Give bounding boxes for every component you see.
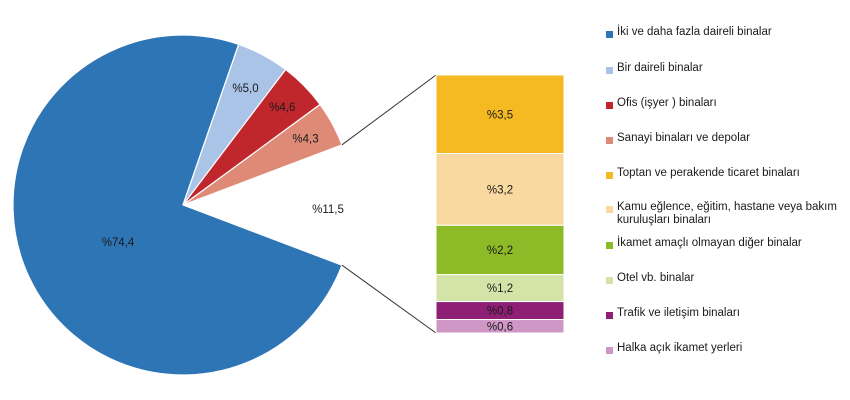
connector-line [341, 74, 437, 146]
pie-slice-label: %11,5 [312, 204, 344, 216]
legend-item: Otel vb. binalar [606, 272, 847, 285]
legend-swatch [606, 347, 613, 354]
data-labels: %74,4 %5,0 %4,6 %4,3 %11,5 %3,5 %3,2 %2,2 %1,2 %0… [102, 83, 513, 333]
connector-lines [341, 74, 437, 334]
legend-label: Otel vb. binalar [617, 272, 695, 284]
legend-item: Ofis (işyer ) binaları [606, 97, 847, 110]
legend-item: İki ve daha fazla daireli binalar [606, 26, 847, 39]
legend-label: Bir daireli binalar [617, 62, 703, 74]
legend-swatch [606, 277, 613, 284]
legend-item: Halka açık ikamet yerleri [606, 342, 847, 355]
legend-label: İki ve daha fazla daireli binalar [617, 26, 772, 38]
legend-swatch [606, 67, 613, 74]
legend-item: Toptan ve perakende ticaret binaları [606, 167, 847, 180]
legend-swatch [606, 242, 613, 249]
legend-label: Kamu eğlence, eğitim, hastane veya bakım… [617, 201, 837, 226]
bar-segment [435, 319, 565, 334]
legend-item: Trafik ve iletişim binaları [606, 307, 847, 320]
bar-segment-label: %0,8 [487, 306, 513, 318]
bar-segment [435, 274, 565, 303]
pie-slice-label: %5,0 [232, 83, 258, 95]
pie-slice [182, 103, 343, 206]
bar-segment-label: %3,5 [487, 109, 513, 121]
legend-label: Trafik ve iletişim binaları [617, 307, 740, 319]
pie-slice [12, 34, 343, 376]
legend-swatch [606, 102, 613, 109]
legend-item: Kamu eğlence, eğitim, hastane veya bakım… [606, 201, 847, 227]
pie-slice-label: %4,6 [269, 102, 295, 114]
connector-line [341, 264, 437, 334]
legend-swatch [606, 31, 613, 38]
legend-label: Ofis (işyer ) binaları [617, 97, 717, 109]
bar-segment [435, 224, 565, 276]
legend-label: Toptan ve perakende ticaret binaları [617, 167, 800, 179]
stacked-bar [435, 74, 565, 334]
legend-label: Sanayi binaları ve depolar [617, 132, 750, 144]
legend-swatch [606, 312, 613, 319]
pie-slice-label: %74,4 [102, 237, 135, 249]
legend-item: Sanayi binaları ve depolar [606, 132, 847, 145]
legend-item: Bir daireli binalar [606, 62, 847, 75]
pie [12, 34, 353, 376]
legend-label: İkamet amaçlı olmayan diğer binalar [617, 237, 802, 249]
legend-item: İkamet amaçlı olmayan diğer binalar [606, 237, 847, 250]
legend-swatch [606, 206, 613, 213]
bar-segment-label: %1,2 [487, 283, 513, 295]
bar-segment-label: %3,2 [487, 184, 513, 196]
bar-segment-label: %0,6 [487, 321, 513, 333]
pie-slice [183, 144, 353, 266]
legend-label: Halka açık ikamet yerleri [617, 342, 743, 354]
bar-segment-label: %2,2 [487, 245, 513, 257]
pie-slice-label: %4,3 [292, 134, 318, 146]
legend-swatch [606, 137, 613, 144]
legend-swatch [606, 172, 613, 179]
bar-segment [435, 153, 565, 226]
